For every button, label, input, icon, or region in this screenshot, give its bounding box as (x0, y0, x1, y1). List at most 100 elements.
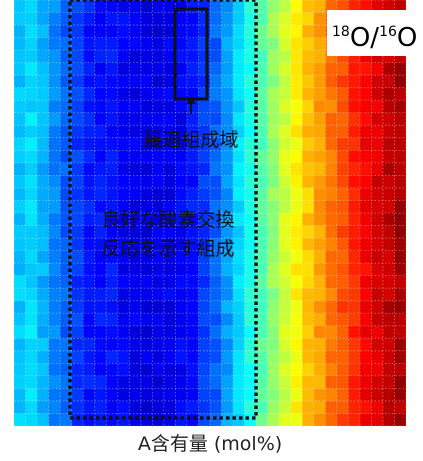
heatmap-cell (48, 250, 61, 264)
heatmap-cell (244, 325, 257, 339)
optimal-region-arrowhead (186, 97, 196, 104)
heatmap-cell (256, 162, 269, 177)
heatmap-cell (71, 137, 84, 151)
heatmap-cell (302, 162, 315, 177)
heatmap-cell (336, 263, 349, 277)
heatmap-cell (94, 62, 107, 76)
heatmap-cell (25, 300, 38, 314)
heatmap-cell (186, 150, 200, 164)
heatmap-cell (152, 400, 165, 415)
heatmap-cell (175, 400, 188, 415)
heatmap-cell (325, 213, 338, 227)
heatmap-cell (186, 200, 200, 214)
heatmap-cell (60, 112, 73, 126)
heatmap-cell (302, 313, 315, 327)
heatmap-cell (25, 200, 38, 214)
heatmap-cell (325, 225, 338, 239)
heatmap-cell (244, 62, 257, 76)
heatmap-cell (117, 87, 130, 101)
heatmap-cell (117, 137, 130, 151)
heatmap-cell (14, 338, 27, 352)
heatmap-cell (325, 162, 338, 177)
heatmap-cell (106, 413, 119, 426)
heatmap-cell (198, 225, 211, 239)
heatmap-cell (371, 175, 384, 189)
heatmap-cell (279, 413, 292, 426)
heatmap-cell (371, 238, 384, 252)
heatmap-cell (302, 12, 315, 26)
heatmap-cell (198, 400, 211, 415)
heatmap-cell (117, 263, 130, 277)
heatmap-cell (94, 150, 107, 164)
heatmap-cell (221, 275, 234, 289)
heatmap-cell (37, 338, 50, 352)
heatmap-cell (290, 150, 303, 164)
heatmap-cell (336, 288, 349, 302)
heatmap-cell (117, 12, 130, 26)
heatmap-cell (163, 12, 177, 26)
heatmap-cell (186, 413, 200, 426)
heatmap-cell (359, 350, 373, 364)
heatmap-cell (37, 112, 50, 126)
heatmap-cell (279, 162, 292, 177)
heatmap-cell (152, 87, 165, 101)
heatmap-cell (140, 238, 153, 252)
heatmap-cell (233, 87, 246, 101)
heatmap-cell (163, 150, 177, 164)
heatmap-cell (210, 388, 223, 402)
heatmap-cell (175, 263, 188, 277)
heatmap-cell (279, 325, 292, 339)
heatmap-cell (348, 350, 361, 364)
heatmap-cell (382, 62, 396, 76)
heatmap-cell (279, 87, 292, 101)
heatmap-cell (221, 0, 234, 14)
heatmap-cell (117, 350, 130, 364)
heatmap-cell (198, 325, 211, 339)
heatmap-cell (382, 238, 396, 252)
heatmap-cell (71, 50, 84, 64)
heatmap-cell (221, 50, 234, 64)
heatmap-cell (279, 137, 292, 151)
heatmap-cell (267, 112, 280, 126)
heatmap-cell (71, 75, 84, 89)
heatmap-cell (359, 62, 373, 76)
heatmap-cell (244, 137, 257, 151)
heatmap-cell (359, 375, 373, 390)
heatmap-cell (48, 0, 61, 14)
heatmap-cell (129, 413, 142, 426)
heatmap-cell (244, 350, 257, 364)
heatmap-cell (336, 363, 349, 377)
heatmap-cell (83, 150, 96, 164)
heatmap-cell (129, 350, 142, 364)
heatmap-cell (325, 413, 338, 426)
heatmap-cell (140, 250, 153, 264)
heatmap-cell (117, 363, 130, 377)
heatmap-cell (221, 187, 234, 202)
heatmap-cell (256, 175, 269, 189)
heatmap-cell (359, 338, 373, 352)
heatmap-cell (198, 350, 211, 364)
heatmap-cell (198, 275, 211, 289)
heatmap-cell (394, 388, 406, 402)
heatmap-cell (359, 300, 373, 314)
heatmap-cell (348, 275, 361, 289)
heatmap-cell (348, 238, 361, 252)
heatmap-cell (129, 263, 142, 277)
heatmap-cell (394, 125, 406, 139)
heatmap-cell (198, 50, 211, 64)
heatmap-cell (117, 25, 130, 39)
heatmap-cell (221, 338, 234, 352)
heatmap-cell (382, 100, 396, 114)
heatmap-cell (279, 388, 292, 402)
heatmap-cell (233, 162, 246, 177)
heatmap-cell (71, 375, 84, 390)
heatmap-cell (371, 62, 384, 76)
heatmap-cell (37, 75, 50, 89)
heatmap-cell (325, 288, 338, 302)
heatmap-cell (198, 112, 211, 126)
heatmap-cell (48, 12, 61, 26)
heatmap-cell (394, 50, 406, 64)
heatmap-cell (163, 275, 177, 289)
heatmap-cell (336, 200, 349, 214)
heatmap-cell (371, 225, 384, 239)
